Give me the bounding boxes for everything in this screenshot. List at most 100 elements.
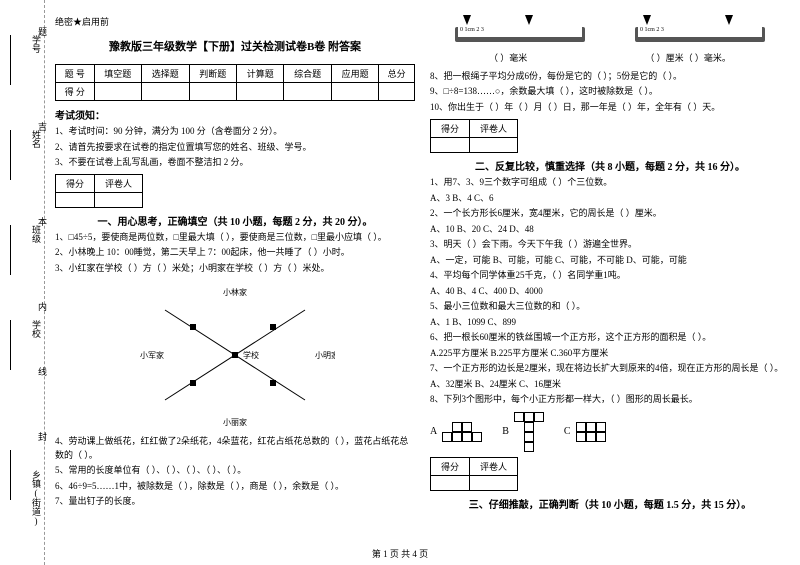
- options: A、10 B、20 C、24 D、48: [430, 223, 790, 237]
- ruler-left: 0 1cm 2 3: [455, 15, 585, 45]
- question: 6、46÷9=5……1中，被除数是（ ），除数是（ ），商是（ ），余数是（ ）…: [55, 480, 415, 494]
- underline: [10, 225, 11, 275]
- instruction-item: 2、请首先按要求在试卷的指定位置填写您的姓名、班级、学号。: [55, 141, 415, 154]
- scorer-box: 得分评卷人: [55, 174, 143, 208]
- ruler-scale: 0 1cm 2 3: [638, 27, 762, 37]
- arrow-icon: [725, 15, 733, 25]
- question: 8、下列3个图形中，每个小正方形都一样大，（ ）图形的周长最长。: [430, 393, 790, 407]
- td: [95, 192, 143, 207]
- shape-label: C: [564, 426, 571, 437]
- td: 得 分: [56, 83, 95, 101]
- question: 2、小林晚上 10：00睡觉，第二天早上 7：00起床，他一共睡了（ ）小时。: [55, 246, 415, 260]
- shape-grid: [576, 422, 606, 442]
- shape-label: A: [430, 426, 437, 437]
- seal-mark: 吉: [38, 120, 47, 133]
- options: A、32厘米 B、24厘米 C、16厘米: [430, 378, 790, 392]
- td: [94, 83, 141, 101]
- instructions-head: 考试须知：: [55, 107, 415, 122]
- question: 3、明天（ ）会下雨。今天下午我（ ）游遍全世界。: [430, 238, 790, 252]
- page-footer: 第 1 页 共 4 页: [0, 547, 800, 560]
- text: ）毫米。: [695, 53, 731, 63]
- th: 综合题: [284, 65, 331, 83]
- td: [431, 138, 470, 153]
- left-column: 绝密★启用前 豫教版三年级数学【下册】过关检测试卷B卷 附答案 题 号 填空题 …: [55, 15, 415, 514]
- score-table: 题 号 填空题 选择题 判断题 计算题 综合题 应用题 总分 得 分: [55, 64, 415, 101]
- td: [431, 475, 470, 490]
- arrow-icon: [463, 15, 471, 25]
- scorer-cell: 评卷人: [470, 120, 518, 138]
- underline: [10, 130, 11, 180]
- rulers-row: 0 1cm 2 3 0 1cm 2 3: [430, 15, 790, 45]
- page-content: 绝密★启用前 豫教版三年级数学【下册】过关检测试卷B卷 附答案 题 号 填空题 …: [55, 0, 795, 514]
- svg-text:小丽家: 小丽家: [223, 417, 247, 427]
- question: 6、把一根长60厘米的铁丝围城一个正方形，这个正方形的面积是（ ）。: [430, 331, 790, 345]
- scorer-box: 得分评卷人: [430, 119, 518, 153]
- instruction-item: 1、考试时间：90 分钟，满分为 100 分（含卷面分 2 分）。: [55, 125, 415, 138]
- th: 应用题: [331, 65, 378, 83]
- label-town: 乡镇(街道): [30, 470, 43, 526]
- question: 4、劳动课上做纸花，红红做了2朵纸花，4朵蓝花，红花占纸花总数的（ ），蓝花占纸…: [55, 435, 415, 462]
- underline: [10, 450, 11, 500]
- section-1-title: 一、用心思考，正确填空（共 10 小题，每题 2 分，共 20 分）。: [55, 213, 415, 228]
- text: （ ）厘米（: [645, 53, 692, 63]
- ruler-scale: 0 1cm 2 3: [458, 27, 582, 37]
- svg-text:小林家: 小林家: [223, 287, 247, 297]
- svg-text:小明家: 小明家: [315, 350, 335, 360]
- ruler-answers: （ ）毫米 （ ）厘米（ ）毫米。: [430, 50, 790, 68]
- td: [470, 475, 518, 490]
- td: [284, 83, 331, 101]
- options: A、40 B、4 C、400 D、4000: [430, 285, 790, 299]
- question: 1、用7、3、9三个数字可组成（ ）个三位数。: [430, 176, 790, 190]
- question: 9、□÷8=138……○，余数最大填（ ），这时被除数是（ ）。: [430, 85, 790, 99]
- th: 计算题: [236, 65, 283, 83]
- arrow-icon: [525, 15, 533, 25]
- ruler-answer-left: （ ）毫米: [489, 52, 527, 66]
- td: [56, 192, 95, 207]
- question: 1、□45÷5，要使商是两位数，□里最大填（ ），要使商是三位数，□里最小应填（…: [55, 231, 415, 245]
- question: 4、平均每个同学体重25千克，（ ）名同学重1吨。: [430, 269, 790, 283]
- question: 10、你出生于（ ）年（ ）月（ ）日，那一年是（ ）年，全年有（ ）天。: [430, 101, 790, 115]
- shape-b: B: [502, 412, 544, 452]
- options: A、1 B、1099 C、899: [430, 316, 790, 330]
- th: 总分: [379, 65, 415, 83]
- scorer-cell: 评卷人: [470, 457, 518, 475]
- score-cell: 得分: [56, 174, 95, 192]
- underline: [10, 320, 11, 370]
- th: 题 号: [56, 65, 95, 83]
- score-cell: 得分: [431, 120, 470, 138]
- label-school: 学校: [30, 320, 43, 338]
- question: 7、一个正方形的边长是2厘米，现在将边长扩大到原来的4倍，现在正方形的周长是（ …: [430, 362, 790, 376]
- question: 5、最小三位数和最大三位数的和（ ）。: [430, 300, 790, 314]
- underline: [10, 35, 11, 85]
- direction-diagram: 小林家 小明家 小丽家 小军家 学校: [135, 280, 335, 430]
- scorer-cell: 评卷人: [95, 174, 143, 192]
- options: A、一定，可能 B、可能，可能 C、可能，不可能 D、可能，可能: [430, 254, 790, 268]
- arrow-icon: [643, 15, 651, 25]
- shape-grid: [514, 412, 544, 452]
- svg-text:学校: 学校: [243, 350, 259, 360]
- seal-mark: 线: [38, 365, 47, 378]
- scorer-box: 得分评卷人: [430, 457, 518, 491]
- question: 7、量出钉子的长度。: [55, 495, 415, 509]
- question: 5、常用的长度单位有（ ）、（ ）、（ ）、（ ）、（ ）。: [55, 464, 415, 478]
- th: 判断题: [189, 65, 236, 83]
- section-3-title: 三、仔细推敲，正确判断（共 10 小题，每题 1.5 分，共 15 分）。: [430, 496, 790, 511]
- ruler-answer-right: （ ）厘米（ ）毫米。: [645, 52, 731, 66]
- th: 填空题: [94, 65, 141, 83]
- binding-margin: 学号 姓名 班级 学校 乡镇(街道) 题 吉 本 内 线 封: [0, 0, 45, 565]
- options: A、3 B、4 C、6: [430, 192, 790, 206]
- seal-mark: 本: [38, 215, 47, 228]
- options: A.225平方厘米 B.225平方厘米 C.360平方厘米: [430, 347, 790, 361]
- td: [331, 83, 378, 101]
- td: [236, 83, 283, 101]
- shape-a: A: [430, 412, 482, 452]
- shape-options: A B C: [430, 412, 790, 452]
- shape-label: B: [502, 426, 509, 437]
- question: 3、小红家在学校（ ）方（ ）米处；小明家在学校（ ）方（ ）米处。: [55, 262, 415, 276]
- seal-mark: 内: [38, 300, 47, 313]
- exam-title: 豫教版三年级数学【下册】过关检测试卷B卷 附答案: [55, 38, 415, 54]
- shape-grid: [442, 422, 482, 442]
- th: 选择题: [142, 65, 189, 83]
- shape-c: C: [564, 412, 606, 452]
- seal-mark: 题: [38, 25, 47, 38]
